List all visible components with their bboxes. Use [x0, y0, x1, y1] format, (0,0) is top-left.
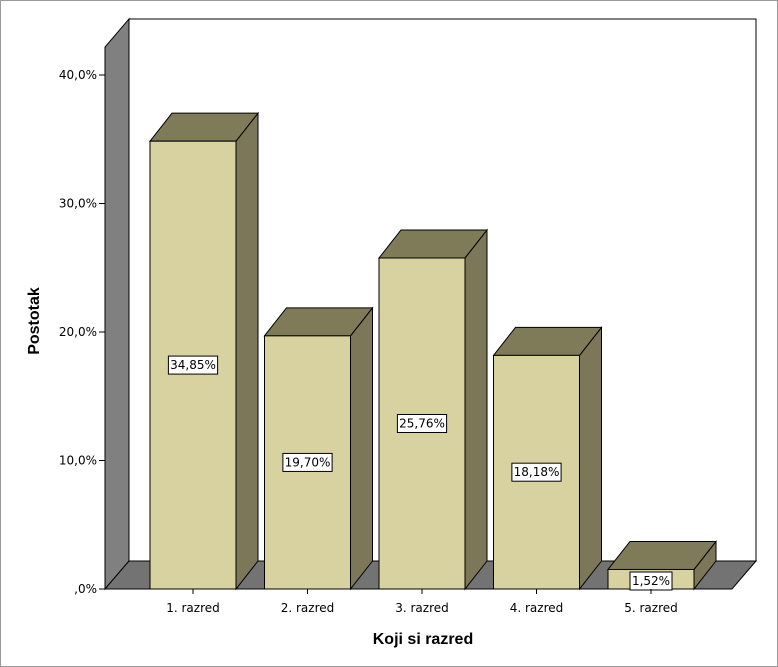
data-labels: 34,85% 19,70% 25,76% 18,18% 1,52%	[167, 355, 673, 591]
data-label-text: 18,18%	[514, 465, 560, 479]
data-label: 25,76%	[396, 413, 448, 433]
bar-side	[464, 228, 488, 591]
bar-side	[235, 111, 259, 591]
data-label-text: 34,85%	[170, 358, 216, 372]
data-label: 18,18%	[511, 462, 562, 482]
data-label: 19,70%	[282, 452, 333, 472]
data-label-box	[282, 452, 333, 472]
data-label-text: 25,76%	[399, 416, 445, 430]
x-tick-label: 3. razred	[395, 601, 449, 615]
y-tick-label: 40,0%	[59, 68, 97, 82]
x-tick-label: 4. razred	[510, 601, 564, 615]
data-label-text: 19,70%	[285, 455, 331, 469]
data-label-box	[511, 462, 562, 482]
y-tick-label: 30,0%	[59, 197, 97, 211]
data-label: 34,85%	[167, 355, 219, 375]
x-axis-ticks: 1. razred 2. razred 3. razred 4. razred 5. r…	[166, 589, 678, 615]
y-tick-label: 10,0%	[59, 454, 97, 468]
y-axis-ticks: ,0% 10,0% 20,0% 30,0% 40,0%	[59, 68, 105, 596]
x-tick-label: 1. razred	[166, 601, 220, 615]
left-wall	[104, 17, 130, 591]
bar	[263, 306, 374, 591]
bar	[377, 228, 489, 591]
data-label-text: 1,52%	[632, 574, 670, 588]
y-axis-title: Postotak	[26, 287, 43, 355]
bar-side	[350, 306, 373, 591]
x-axis-title: Koji si razred	[373, 631, 473, 648]
data-label-box	[167, 355, 219, 375]
data-label: 1,52%	[629, 571, 673, 591]
x-tick-label: 2. razred	[281, 601, 335, 615]
bar	[148, 111, 260, 591]
x-tick-label: 5. razred	[624, 601, 678, 615]
bar	[492, 325, 603, 591]
data-label-box	[396, 413, 448, 433]
y-tick-label: 20,0%	[59, 325, 97, 339]
y-tick-label: ,0%	[74, 582, 97, 596]
bar-side	[579, 325, 602, 591]
